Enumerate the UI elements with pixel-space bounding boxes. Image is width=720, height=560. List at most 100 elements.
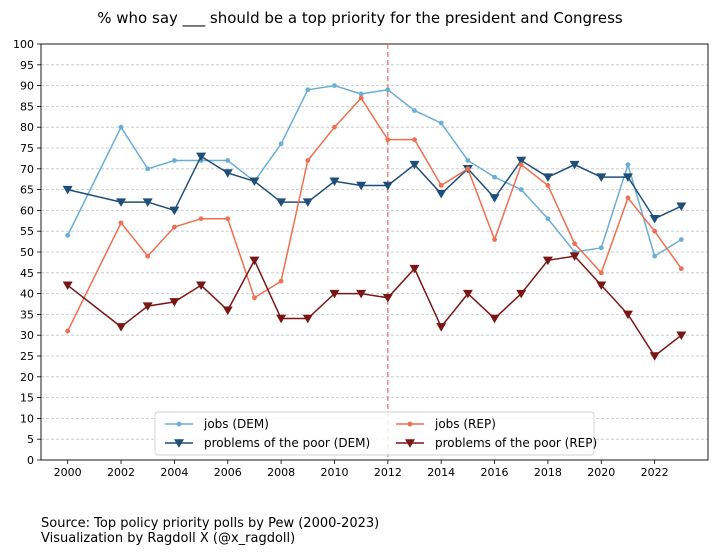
y-tick-label: 80 [20, 121, 34, 134]
data-point [358, 95, 364, 101]
data-point [409, 264, 420, 274]
x-tick-label: 2000 [54, 466, 82, 479]
data-point [385, 137, 391, 143]
data-point [622, 173, 633, 182]
data-point [276, 198, 287, 207]
data-point [489, 194, 500, 203]
data-point [622, 310, 633, 320]
gridlines [41, 64, 708, 440]
data-point [145, 166, 151, 172]
data-point [169, 206, 180, 216]
y-tick-label: 60 [20, 204, 34, 217]
data-point [225, 158, 231, 163]
data-point [598, 245, 604, 251]
data-point [329, 177, 340, 187]
data-point [198, 216, 204, 222]
legend-label: jobs (DEM) [203, 417, 269, 431]
data-point [145, 253, 151, 259]
data-point [196, 281, 207, 291]
data-point [569, 160, 580, 170]
series-1 [62, 152, 687, 224]
data-point [542, 256, 553, 266]
data-point [436, 190, 447, 199]
data-point [278, 141, 284, 147]
legend-marker [174, 439, 184, 448]
data-point [278, 278, 284, 284]
data-point [118, 220, 124, 226]
y-tick-label: 45 [20, 267, 34, 280]
legend-marker [176, 421, 182, 427]
data-point [596, 173, 607, 182]
y-tick-label: 95 [20, 59, 34, 72]
y-tick-label: 35 [20, 308, 34, 321]
data-point [222, 306, 233, 315]
data-point [116, 323, 127, 332]
data-point [385, 87, 391, 93]
legend-label: jobs (REP) [434, 417, 496, 431]
legend-item: problems of the poor (REP) [396, 436, 597, 450]
x-tick-label: 2016 [481, 466, 509, 479]
data-point [65, 328, 71, 334]
legend-label: problems of the poor (DEM) [204, 436, 370, 450]
legend: jobs (DEM) problems of the poor (DEM) jobs… [154, 411, 597, 456]
y-tick-label: 5 [27, 433, 34, 446]
data-point [305, 158, 311, 163]
data-point [598, 270, 604, 276]
data-point [652, 253, 658, 259]
data-point [276, 314, 287, 324]
y-tick-label: 75 [20, 142, 34, 155]
x-tick-label: 2014 [427, 466, 455, 479]
data-point [676, 331, 687, 340]
y-tick-label: 30 [20, 329, 34, 342]
data-point [462, 289, 473, 299]
chart-title: % who say ___ should be a top priority f… [97, 9, 623, 27]
y-tick-label: 70 [20, 163, 34, 176]
series-3 [62, 252, 687, 361]
data-point [678, 266, 684, 272]
data-point [518, 162, 524, 168]
y-tick-label: 20 [20, 371, 34, 384]
data-point [678, 237, 684, 242]
data-point [492, 237, 497, 242]
series-lines [62, 44, 687, 460]
data-point [625, 162, 631, 168]
data-point [516, 156, 527, 166]
data-point [409, 160, 420, 170]
data-point [305, 87, 311, 93]
data-point [225, 216, 231, 222]
data-point [356, 289, 367, 299]
data-point [465, 166, 471, 172]
x-tick-label: 2012 [374, 466, 402, 479]
series-2 [65, 95, 684, 334]
data-point [382, 181, 393, 191]
data-point [492, 174, 497, 180]
x-tick-label: 2006 [214, 466, 242, 479]
data-point [142, 198, 153, 207]
x-tick-label: 2002 [107, 466, 135, 479]
data-point [545, 216, 551, 222]
data-point [676, 202, 687, 211]
data-point [625, 195, 631, 201]
legend-box [154, 411, 595, 456]
data-point [596, 281, 607, 291]
source-line: Source: Top policy priority polls by Pew… [41, 516, 380, 531]
data-point [412, 137, 417, 143]
x-tick-label: 2022 [641, 466, 669, 479]
data-point [569, 252, 580, 261]
data-point [142, 302, 153, 311]
y-tick-label: 10 [20, 412, 34, 425]
data-point [542, 173, 553, 182]
data-point [382, 294, 393, 303]
data-point [249, 256, 260, 266]
source-note: Source: Top policy priority polls by Pew… [41, 516, 379, 546]
legend-item: jobs (DEM) [165, 417, 269, 431]
legend-item: problems of the poor (DEM) [165, 436, 370, 450]
series-line [67, 255, 682, 358]
data-point [302, 198, 313, 207]
legend-marker [407, 421, 413, 427]
x-tick-label: 2020 [587, 466, 615, 479]
data-point [438, 120, 444, 126]
data-point [649, 214, 660, 224]
legend-label: problems of the poor (REP) [435, 436, 597, 450]
